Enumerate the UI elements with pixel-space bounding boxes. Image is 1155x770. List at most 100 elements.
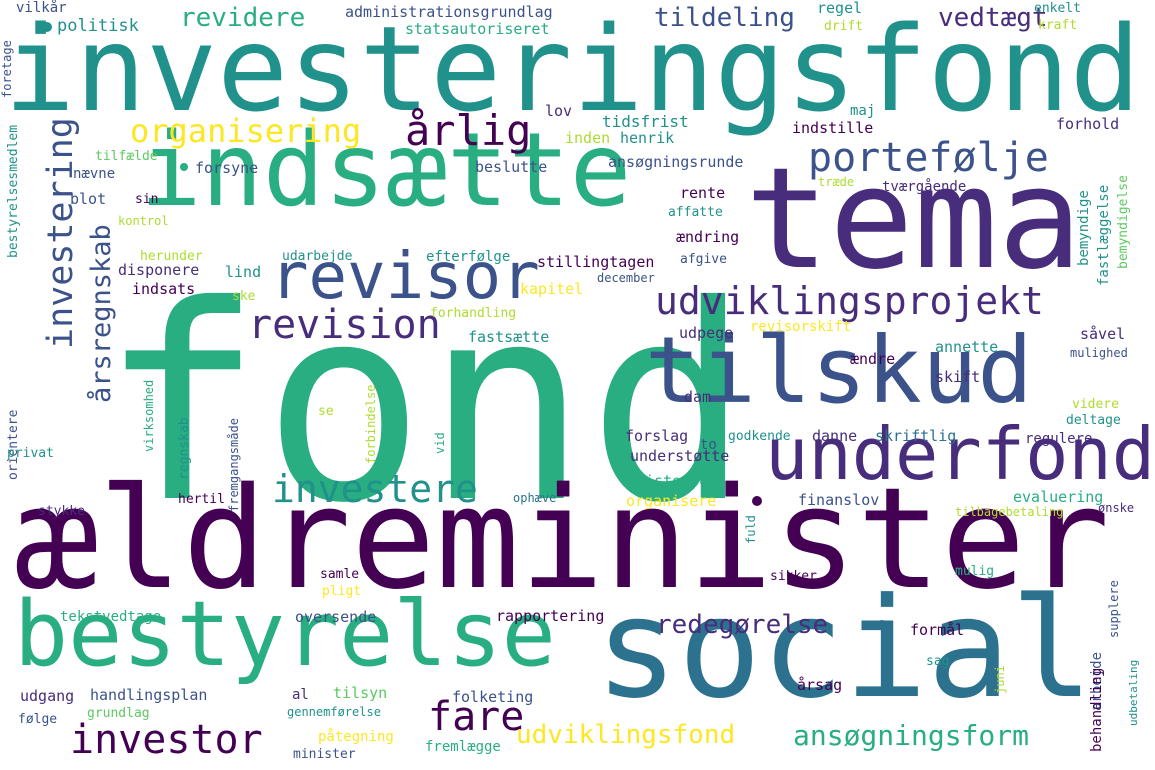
- word-72: såvel: [1080, 325, 1126, 343]
- word-32: kraft: [1038, 18, 1078, 33]
- word-52: træde: [818, 175, 855, 189]
- word-109: samle: [320, 567, 360, 582]
- word-102: ophæve: [513, 491, 557, 505]
- word-130: påtegning: [318, 729, 394, 745]
- word-97: kristensen: [627, 472, 718, 490]
- word-96: understøtte: [630, 447, 730, 465]
- dot-mark: [180, 163, 188, 171]
- word-83: regnskab: [177, 417, 192, 481]
- word-35: lov: [545, 102, 573, 120]
- word-66: lind: [225, 263, 262, 281]
- word-1: ældreminister: [14, 458, 1110, 621]
- word-58: herunder: [140, 249, 203, 264]
- word-42: fastlæggelse: [1096, 184, 1112, 286]
- word-74: mulighed: [1070, 346, 1128, 360]
- word-14: revision: [248, 302, 441, 348]
- word-114: oversende: [295, 608, 377, 626]
- word-26: politisk: [57, 16, 139, 36]
- word-118: behandling: [1089, 667, 1105, 752]
- word-77: skift: [935, 368, 981, 386]
- word-9: revisor: [270, 240, 540, 314]
- word-49: ansøgningsrunde: [608, 153, 744, 171]
- word-84: fremgangsmåde: [227, 417, 241, 512]
- word-7: tilskud: [645, 317, 1033, 424]
- word-21: udviklingsfond: [516, 720, 736, 750]
- word-53: affatte: [668, 205, 723, 220]
- word-54: blot: [70, 190, 107, 208]
- word-15: investere: [272, 467, 478, 511]
- word-128: grundlag: [87, 706, 150, 721]
- word-104: tilbagebetaling: [955, 505, 1064, 519]
- word-87: dam: [684, 388, 712, 406]
- word-34: foretage: [0, 39, 14, 98]
- word-2: investeringsfond: [4, 0, 1141, 138]
- word-121: årsag: [797, 676, 843, 694]
- word-90: godkende: [728, 429, 791, 444]
- word-38: inden: [565, 129, 611, 147]
- word-40: indstille: [792, 119, 874, 137]
- word-119: juni: [993, 664, 1007, 694]
- word-115: rapportering: [496, 607, 605, 625]
- word-45: tilfælde: [95, 149, 158, 164]
- word-113: tekstvedtage: [60, 609, 162, 625]
- word-51: tværgående: [882, 179, 967, 195]
- word-99: evaluering: [1013, 488, 1104, 506]
- word-88: forslag: [625, 427, 689, 445]
- word-50: rente: [680, 184, 726, 202]
- word-6: bestyrelse: [14, 582, 556, 687]
- word-95: videre: [1072, 397, 1119, 412]
- word-24: tildeling: [654, 3, 795, 33]
- word-36: maj: [850, 103, 876, 119]
- word-101: hertil: [178, 492, 225, 507]
- word-124: al: [292, 687, 309, 703]
- word-59: udarbejde: [282, 249, 353, 264]
- word-110: pligt: [322, 584, 362, 599]
- word-60: efterfølge: [426, 249, 511, 265]
- dot-mark: [752, 496, 762, 506]
- word-8: underfond: [765, 412, 1155, 496]
- word-0: fond: [100, 247, 751, 562]
- word-105: ønske: [1098, 501, 1135, 515]
- word-78: bestyrelsesmedlem: [6, 124, 21, 258]
- word-108: mulig: [955, 564, 995, 579]
- word-57: ændring: [676, 228, 740, 246]
- word-127: følge: [18, 712, 58, 727]
- word-18: årlig: [405, 106, 532, 155]
- word-126: folketing: [452, 688, 534, 706]
- word-129: gennemførelse: [287, 705, 381, 719]
- word-10: udviklingsprojekt: [655, 279, 1044, 323]
- word-123: handlingsplan: [90, 686, 208, 704]
- word-46: forsyne: [195, 159, 259, 177]
- word-91: danne: [812, 427, 858, 445]
- word-81: virksomhed: [142, 379, 156, 452]
- word-125: tilsyn: [333, 684, 388, 702]
- word-43: bemyndigelse: [1116, 174, 1131, 269]
- word-116: formål: [910, 621, 965, 639]
- word-25: vedtægt: [938, 3, 1048, 33]
- word-76: ændre: [850, 350, 896, 368]
- word-89: to: [700, 437, 717, 453]
- word-112: udbetaling: [1127, 659, 1140, 726]
- word-29: regel: [817, 0, 863, 17]
- word-11: portefølje: [808, 135, 1049, 181]
- word-65: indsats: [132, 280, 196, 298]
- word-20: ansøgningsform: [793, 719, 1030, 752]
- word-64: disponere: [118, 261, 200, 279]
- word-5: indsætte: [140, 111, 632, 230]
- word-33: vilkår: [16, 0, 67, 16]
- word-98: organisere: [626, 492, 717, 510]
- word-85: se: [318, 404, 334, 419]
- word-75: fastsætte: [468, 328, 550, 346]
- word-69: forhandling: [430, 306, 517, 321]
- word-44: bemyndige: [1076, 189, 1092, 266]
- word-4: social: [595, 568, 1094, 729]
- word-67: kapitel: [520, 280, 584, 298]
- word-56: kontrol: [118, 214, 169, 228]
- word-70: udpege: [679, 324, 734, 342]
- word-82: forbindelse: [364, 384, 378, 465]
- word-93: regulere: [1025, 431, 1093, 447]
- word-62: afgive: [680, 252, 727, 267]
- word-79: orientere: [6, 409, 21, 481]
- word-92: skriftlig: [875, 427, 957, 445]
